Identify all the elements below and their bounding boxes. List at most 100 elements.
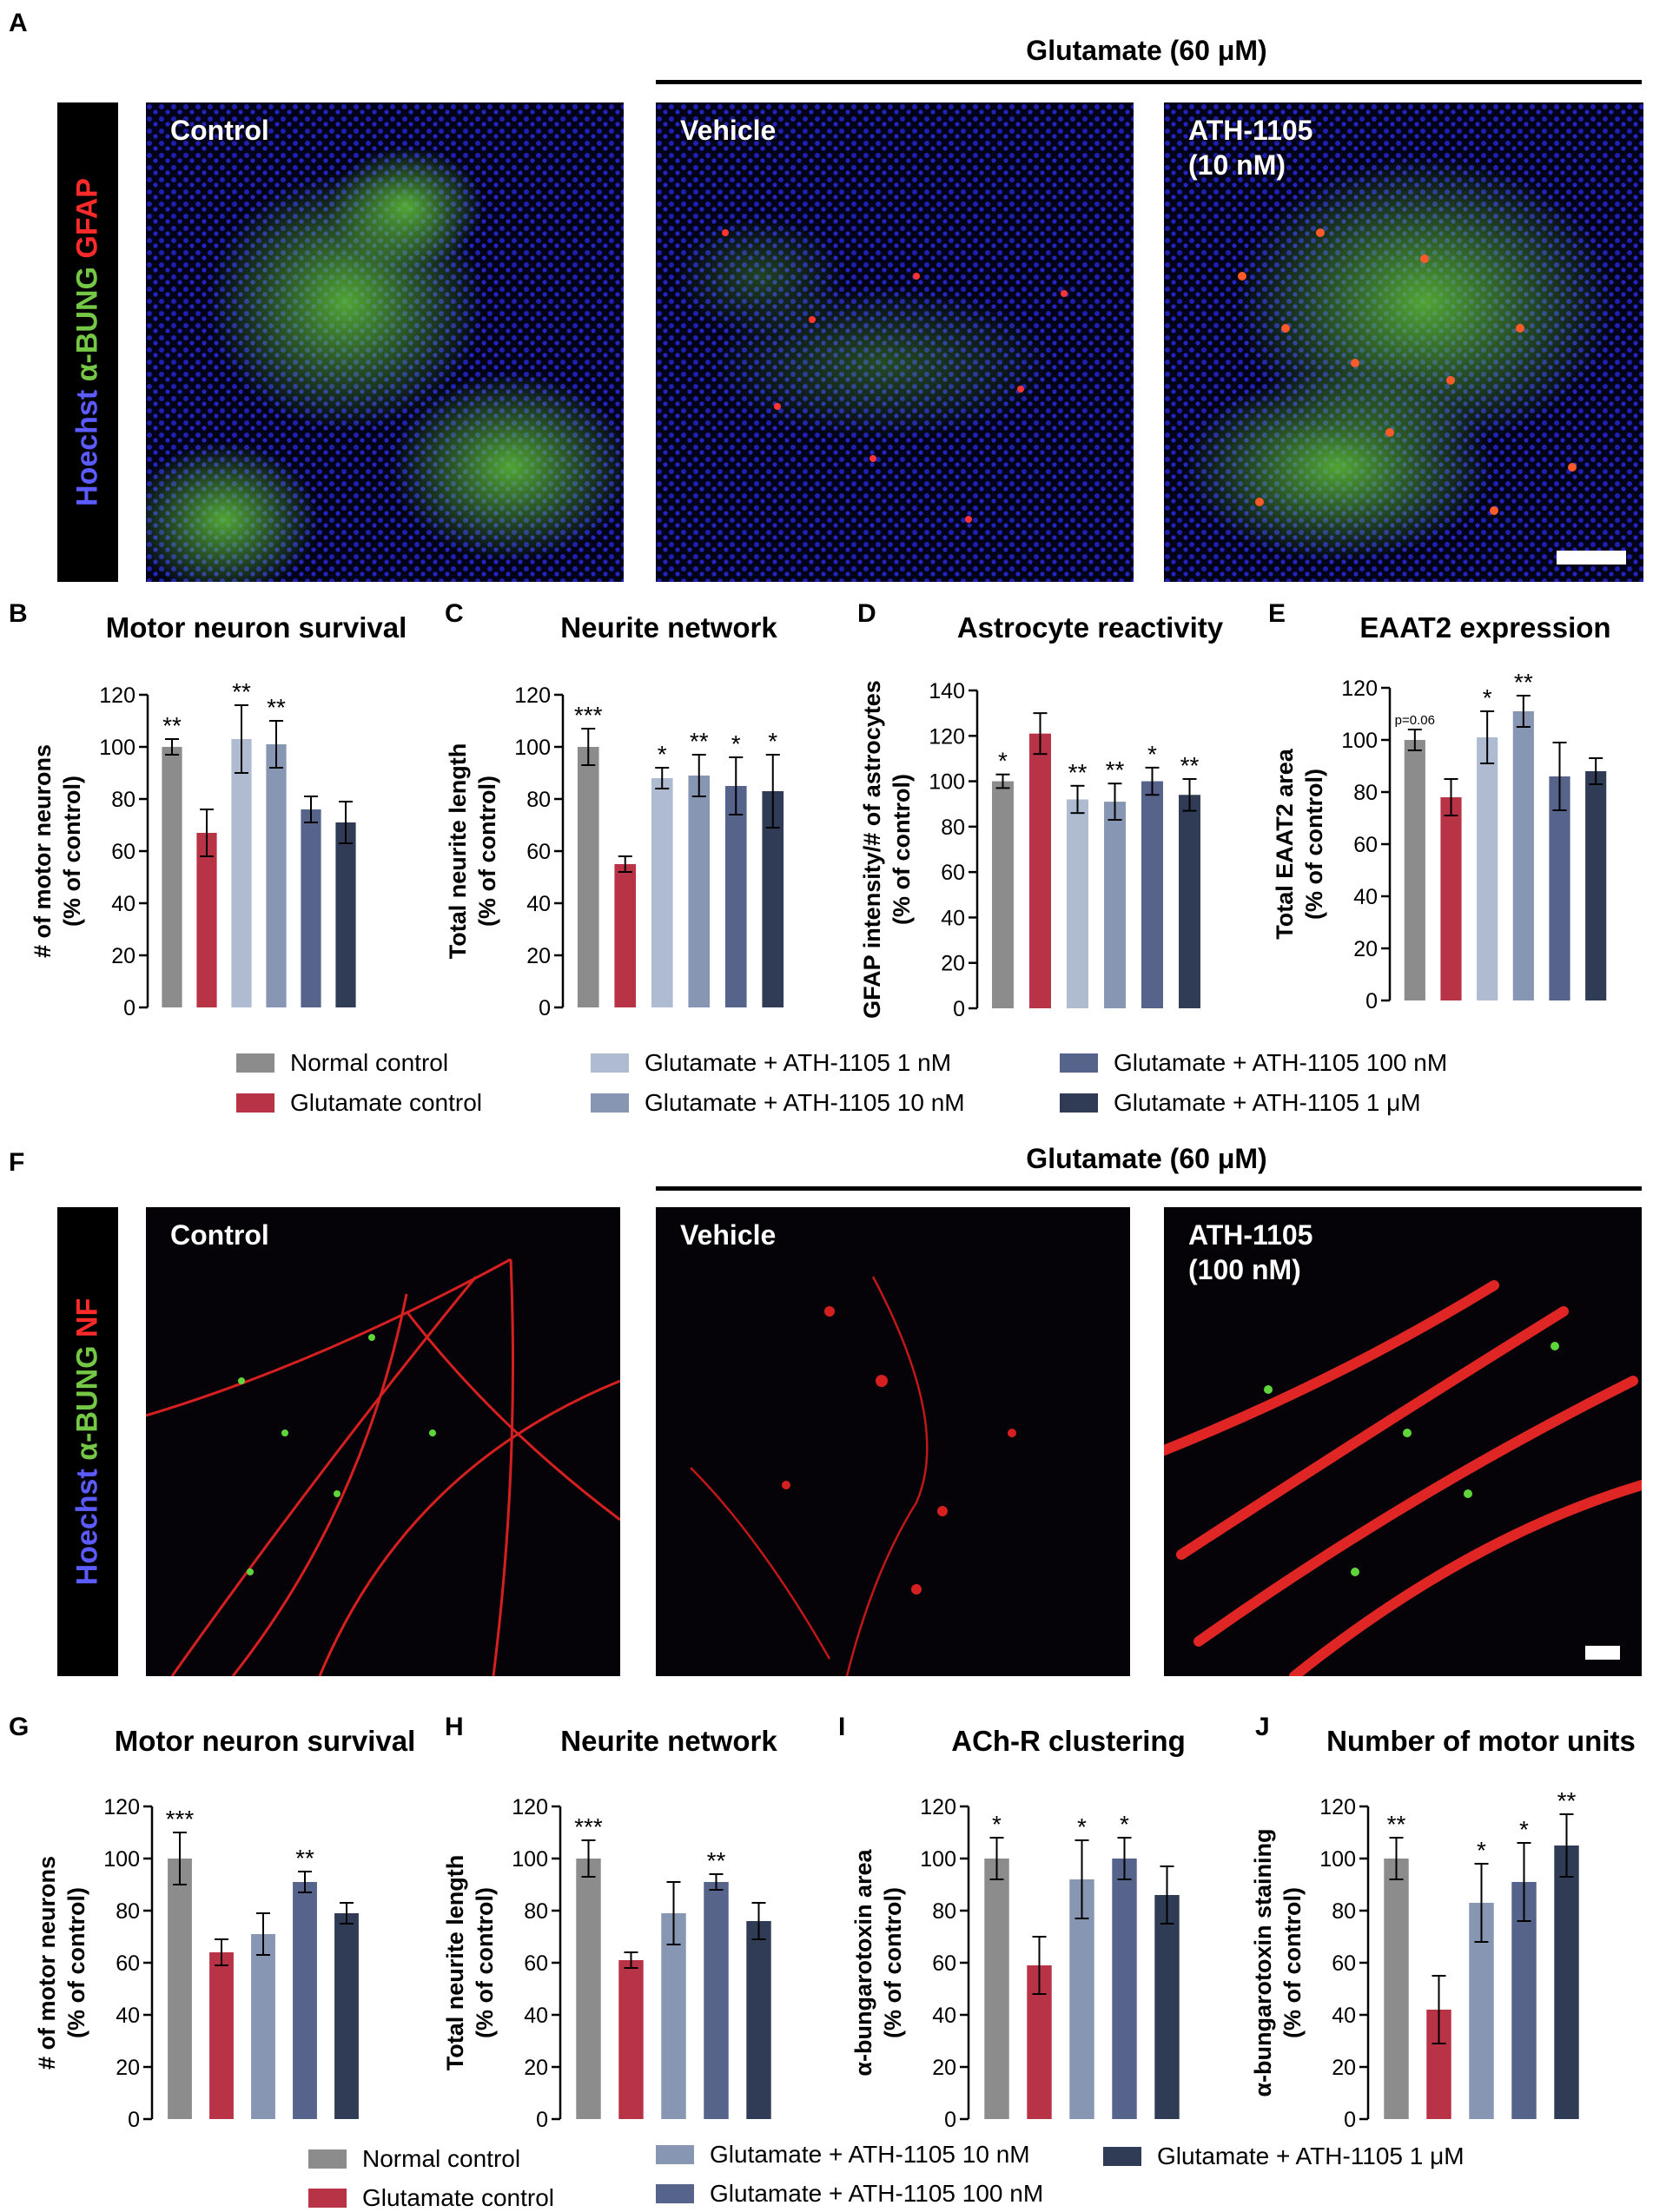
bar <box>576 1859 601 2119</box>
micrograph-bottom-vehicle: Vehicle <box>656 1207 1130 1676</box>
legend-swatch <box>236 1093 274 1113</box>
significance-label: ** <box>1106 756 1125 783</box>
y-tick-label: 20 <box>524 2056 548 2080</box>
bar <box>1029 733 1051 1008</box>
y-axis-label: # of motor neurons <box>30 744 56 958</box>
chart-group: 0 20 40 60 80 100 120 Total neurite length (% of… <box>445 683 784 1020</box>
legend-item-normal: Normal control <box>308 2145 520 2173</box>
y-tick-label: 40 <box>526 892 551 916</box>
y-tick-label: 120 <box>512 1795 548 1819</box>
legend-swatch <box>591 1093 629 1113</box>
y-axis-label: Total neurite length <box>445 743 471 960</box>
y-tick-label: 40 <box>116 2004 140 2028</box>
panel-letter-i: I <box>838 1713 846 1741</box>
bar <box>704 1882 729 2119</box>
y-tick-label: 40 <box>932 2004 956 2028</box>
y-tick-label: 80 <box>526 788 551 812</box>
y-tick-label: 0 <box>539 996 551 1020</box>
legend-label: Glutamate control <box>290 1089 482 1116</box>
y-tick-label: 0 <box>944 2108 956 2132</box>
y-axis-label: (% of control) <box>1279 1887 1306 2038</box>
y-tick-label: 60 <box>941 861 965 885</box>
significance-label: ** <box>267 694 286 721</box>
significance-label: * <box>1519 1816 1529 1843</box>
y-tick-label: 140 <box>929 679 965 703</box>
bar <box>1440 797 1462 1000</box>
legend-item-100nm: Glutamate + ATH-1105 100 nM <box>1060 1049 1447 1077</box>
bar <box>266 744 287 1007</box>
panel-letter-h: H <box>445 1713 464 1741</box>
y-tick-label: 120 <box>929 724 965 749</box>
bar <box>1067 799 1088 1008</box>
legend-item-normal: Normal control <box>236 1049 448 1077</box>
significance-label: ** <box>707 1847 726 1874</box>
bar <box>1154 1895 1180 2119</box>
legend-item-1nm: Glutamate + ATH-1105 1 nM <box>591 1049 951 1077</box>
glutamate-line-bottom <box>656 1186 1642 1191</box>
y-axis-label: (% of control) <box>474 776 500 927</box>
y-tick-label: 60 <box>932 1951 956 1976</box>
y-axis-label: # of motor neurons <box>34 1856 60 2070</box>
significance-label: * <box>998 748 1008 775</box>
stain-hoechst: Hoechst <box>70 389 104 506</box>
legend-label: Glutamate + ATH-1105 1 μM <box>1114 1089 1421 1116</box>
y-tick-label: 20 <box>1353 937 1378 961</box>
y-tick-label: 80 <box>1332 1899 1356 1924</box>
y-axis-label: (% of control) <box>1301 769 1327 920</box>
chart-group: 0 20 40 60 80 100 120 α-bungarotoxin area (% of … <box>850 1795 1180 2132</box>
significance-label: * <box>731 730 741 757</box>
y-axis-label: α-bungarotoxin staining <box>1250 1828 1276 2096</box>
y-tick-label: 120 <box>514 683 551 708</box>
y-tick-label: 20 <box>1332 2056 1356 2080</box>
legend-label: Glutamate + ATH-1105 10 nM <box>710 2141 1030 2168</box>
y-tick-label: 0 <box>128 2108 140 2132</box>
y-tick-label: 0 <box>953 997 965 1021</box>
stain-legend-top: Hoechst α-BUNG GFAP <box>57 102 118 582</box>
bar <box>1384 1859 1409 2119</box>
y-tick-label: 80 <box>111 788 136 812</box>
significance-label: * <box>1477 1837 1486 1864</box>
legend-item-glutamate: Glutamate control <box>308 2184 554 2212</box>
y-tick-label: 100 <box>929 770 965 795</box>
legend-item-1um: Glutamate + ATH-1105 1 μM <box>1103 2143 1465 2170</box>
legend-swatch <box>236 1053 274 1073</box>
legend-swatch <box>1060 1053 1098 1073</box>
significance-label: * <box>1483 684 1492 711</box>
y-tick-label: 100 <box>920 1847 956 1872</box>
y-tick-label: 60 <box>1332 1951 1356 1976</box>
y-tick-label: 100 <box>514 736 551 760</box>
y-axis-label: Total neurite length <box>442 1855 468 2071</box>
significance-label: * <box>658 741 667 768</box>
y-tick-label: 40 <box>941 906 965 930</box>
y-tick-label: 20 <box>111 944 136 968</box>
bar <box>1554 1846 1579 2119</box>
panel-letter-e: E <box>1268 599 1286 628</box>
micrograph-texture <box>1164 102 1643 582</box>
y-axis-label: (% of control) <box>59 776 85 927</box>
y-tick-label: 60 <box>1353 833 1378 857</box>
y-axis-label: (% of control) <box>880 1887 906 2038</box>
bar <box>688 776 711 1007</box>
legend-label: Glutamate + ATH-1105 100 nM <box>710 2180 1044 2207</box>
y-tick-label: 60 <box>526 840 551 864</box>
y-tick-label: 80 <box>524 1899 548 1924</box>
bar <box>992 781 1014 1008</box>
stain-legend-bottom: Hoechst α-BUNG NF <box>57 1207 118 1676</box>
glutamate-label-top: Glutamate (60 μM) <box>1026 35 1267 66</box>
y-tick-label: 100 <box>99 736 136 760</box>
bar <box>1141 781 1163 1008</box>
image-label: Vehicle <box>680 1219 777 1251</box>
legend-label: Glutamate + ATH-1105 1 μM <box>1157 2143 1465 2169</box>
panel-letter-b: B <box>9 599 28 628</box>
bar <box>724 786 747 1007</box>
significance-label: ** <box>1387 1811 1406 1838</box>
chart-title-b: Motor neuron survival <box>105 611 407 644</box>
y-tick-label: 100 <box>1319 1847 1356 1872</box>
y-tick-label: 80 <box>1353 781 1378 805</box>
bar <box>196 833 217 1007</box>
bar <box>577 747 599 1007</box>
bar <box>1512 711 1534 1000</box>
y-tick-label: 120 <box>99 683 136 708</box>
panel-letter-a: A <box>9 9 28 37</box>
y-axis-label: α-bungarotoxin area <box>850 1848 876 2076</box>
